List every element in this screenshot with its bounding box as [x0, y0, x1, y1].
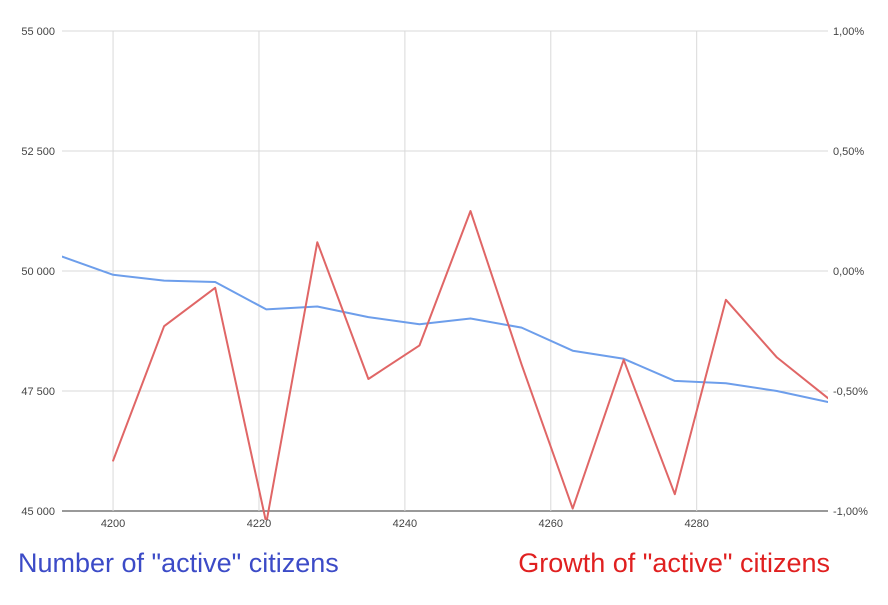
series-layer	[62, 210, 828, 520]
y-left-tick-label: 55 000	[21, 26, 55, 38]
legend-left: Number of "active" citizens	[18, 548, 339, 578]
series-line-growth	[112, 210, 828, 520]
x-tick-label: 4240	[393, 518, 417, 530]
tick-labels: 45 000 47 500 50 000 52 500 55 000 -1,00% -0,5…	[21, 26, 868, 530]
y-left-tick-label: 45 000	[21, 506, 55, 518]
legend-right: Growth of "active" citizens	[518, 548, 830, 578]
y-left-tick-label: 50 000	[21, 266, 55, 278]
y-right-tick-label: 1,00%	[833, 26, 864, 38]
series-line-active-citizens	[62, 255, 828, 403]
y-right-tick-label: -1,00%	[833, 506, 868, 518]
y-right-tick-label: -0,50%	[833, 386, 868, 398]
line-chart: 45 000 47 500 50 000 52 500 55 000 -1,00% -0,5…	[21, 26, 868, 530]
x-tick-label: 4260	[539, 518, 563, 530]
x-tick-label: 4280	[684, 518, 708, 530]
grid-lines	[62, 30, 828, 512]
y-left-tick-label: 52 500	[21, 146, 55, 158]
y-left-tick-label: 47 500	[21, 386, 55, 398]
y-right-tick-label: 0,50%	[833, 146, 864, 158]
x-tick-label: 4220	[247, 518, 271, 530]
y-right-tick-label: 0,00%	[833, 266, 864, 278]
x-tick-label: 4200	[101, 518, 125, 530]
